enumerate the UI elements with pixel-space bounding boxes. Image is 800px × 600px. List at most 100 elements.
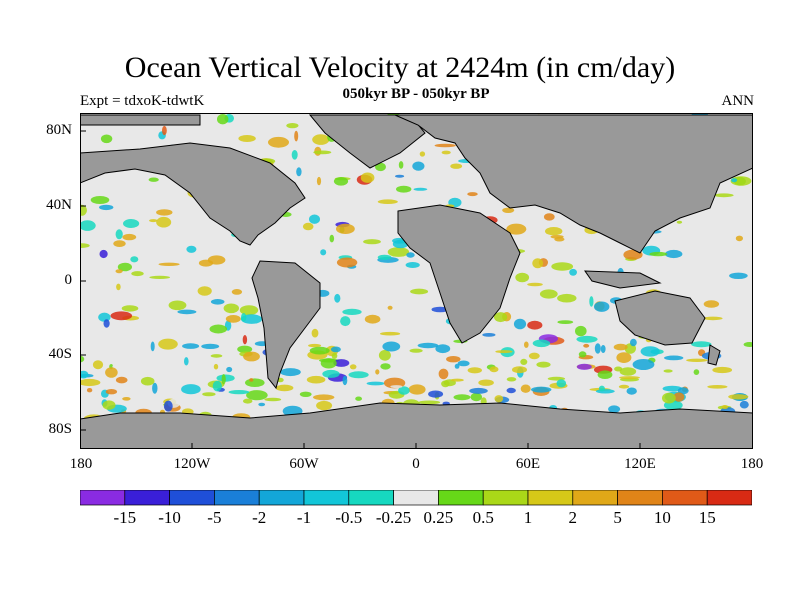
velocity-cell [441,380,450,388]
colorbar-label: -5 [207,508,222,527]
velocity-cell [228,390,250,395]
colorbar-swatch [527,490,574,506]
velocity-cell [594,343,601,354]
velocity-cell [98,312,111,322]
velocity-cell [313,150,332,155]
velocity-cell [735,235,744,242]
velocity-cell [450,163,463,169]
velocity-cell [102,400,116,410]
velocity-cell [92,360,104,370]
velocity-cell [597,370,613,380]
velocity-cell [122,233,137,241]
colorbar-swatch [214,490,260,506]
velocity-cell [186,245,197,253]
velocity-cell [210,354,223,358]
colorbar-swatch [706,490,752,506]
velocity-cell [398,161,404,169]
velocity-cell [210,299,225,305]
velocity-cell [405,262,420,268]
velocity-cell [478,379,494,386]
velocity-cell [640,346,660,357]
velocity-cell [197,286,212,296]
velocity-cell [90,196,110,204]
velocity-cell [543,213,555,221]
velocity-cell [291,150,298,160]
velocity-cell [152,382,158,394]
velocity-cell [396,185,412,193]
velocity-cell [569,268,577,276]
velocity-cell [662,385,682,392]
velocity-cell [243,351,260,362]
colorbar-swatch [348,490,394,506]
velocity-cell [342,308,362,315]
velocity-cell [333,177,349,186]
velocity-cell [105,367,118,378]
velocity-cell [630,338,637,347]
land-australia [614,290,706,346]
velocity-cell [406,252,415,258]
velocity-cell [268,136,289,148]
velocity-cell [130,256,139,263]
velocity-cell [121,305,139,312]
velocity-cell [207,255,226,265]
velocity-cell [149,275,170,279]
velocity-cell [80,370,89,379]
experiment-label: Expt = tdxoK-tdwtK [80,93,205,109]
velocity-cell [536,361,551,368]
colorbar-label: 1 [523,508,533,527]
lon-label-180e: 180 [740,456,764,472]
velocity-cell [693,369,700,375]
velocity-cell [410,288,429,295]
colorbar-swatch [662,490,708,506]
lat-label-40s: 40S [48,346,72,362]
colorbar [80,490,752,506]
velocity-cell [520,384,531,393]
velocity-cell [712,366,733,374]
lat-label-80n: 80N [46,122,72,138]
velocity-cell [557,320,574,324]
lat-label-80s: 80S [48,421,72,437]
lon-label-120e: 120E [624,456,656,472]
velocity-cell [264,397,282,402]
velocity-cell [80,378,101,387]
velocity-cell [213,363,219,370]
velocity-cell [527,320,543,330]
velocity-cell [387,305,393,310]
velocity-cell [184,357,189,366]
velocity-cell [467,367,482,374]
velocity-cell [649,251,668,257]
velocity-cell [387,247,410,257]
land-indonesia [584,270,662,289]
velocity-cell [469,387,488,394]
lon-label-0: 0 [412,456,420,472]
velocity-cell [550,235,564,239]
velocity-cell [731,178,738,183]
velocity-cell [494,312,508,323]
lat-label-40n: 40N [46,197,72,213]
velocity-cell [320,358,337,369]
velocity-cell [576,335,598,343]
velocity-cell [105,389,118,395]
velocity-cell [355,396,362,401]
lon-label-60e: 60E [515,456,541,472]
velocity-cell [309,346,330,355]
velocity-cell [665,249,683,259]
lon-label-60w: 60W [289,456,319,472]
velocity-cell [80,355,85,363]
velocity-cell [382,341,401,352]
velocity-cell [532,258,544,269]
velocity-cell [239,305,259,316]
velocity-cell [531,386,552,393]
velocity-cell [162,125,167,136]
velocity-cell [446,356,461,363]
velocity-cell [312,134,330,145]
ocean-velocity-map [80,113,753,449]
velocity-cell [470,392,482,402]
velocity-cell [467,192,478,197]
velocity-cell [309,214,320,224]
velocity-cell [417,342,439,349]
velocity-cell [676,220,683,224]
velocity-cell [349,364,357,370]
colorbar-label: -2 [252,508,267,527]
velocity-cell [322,369,340,378]
